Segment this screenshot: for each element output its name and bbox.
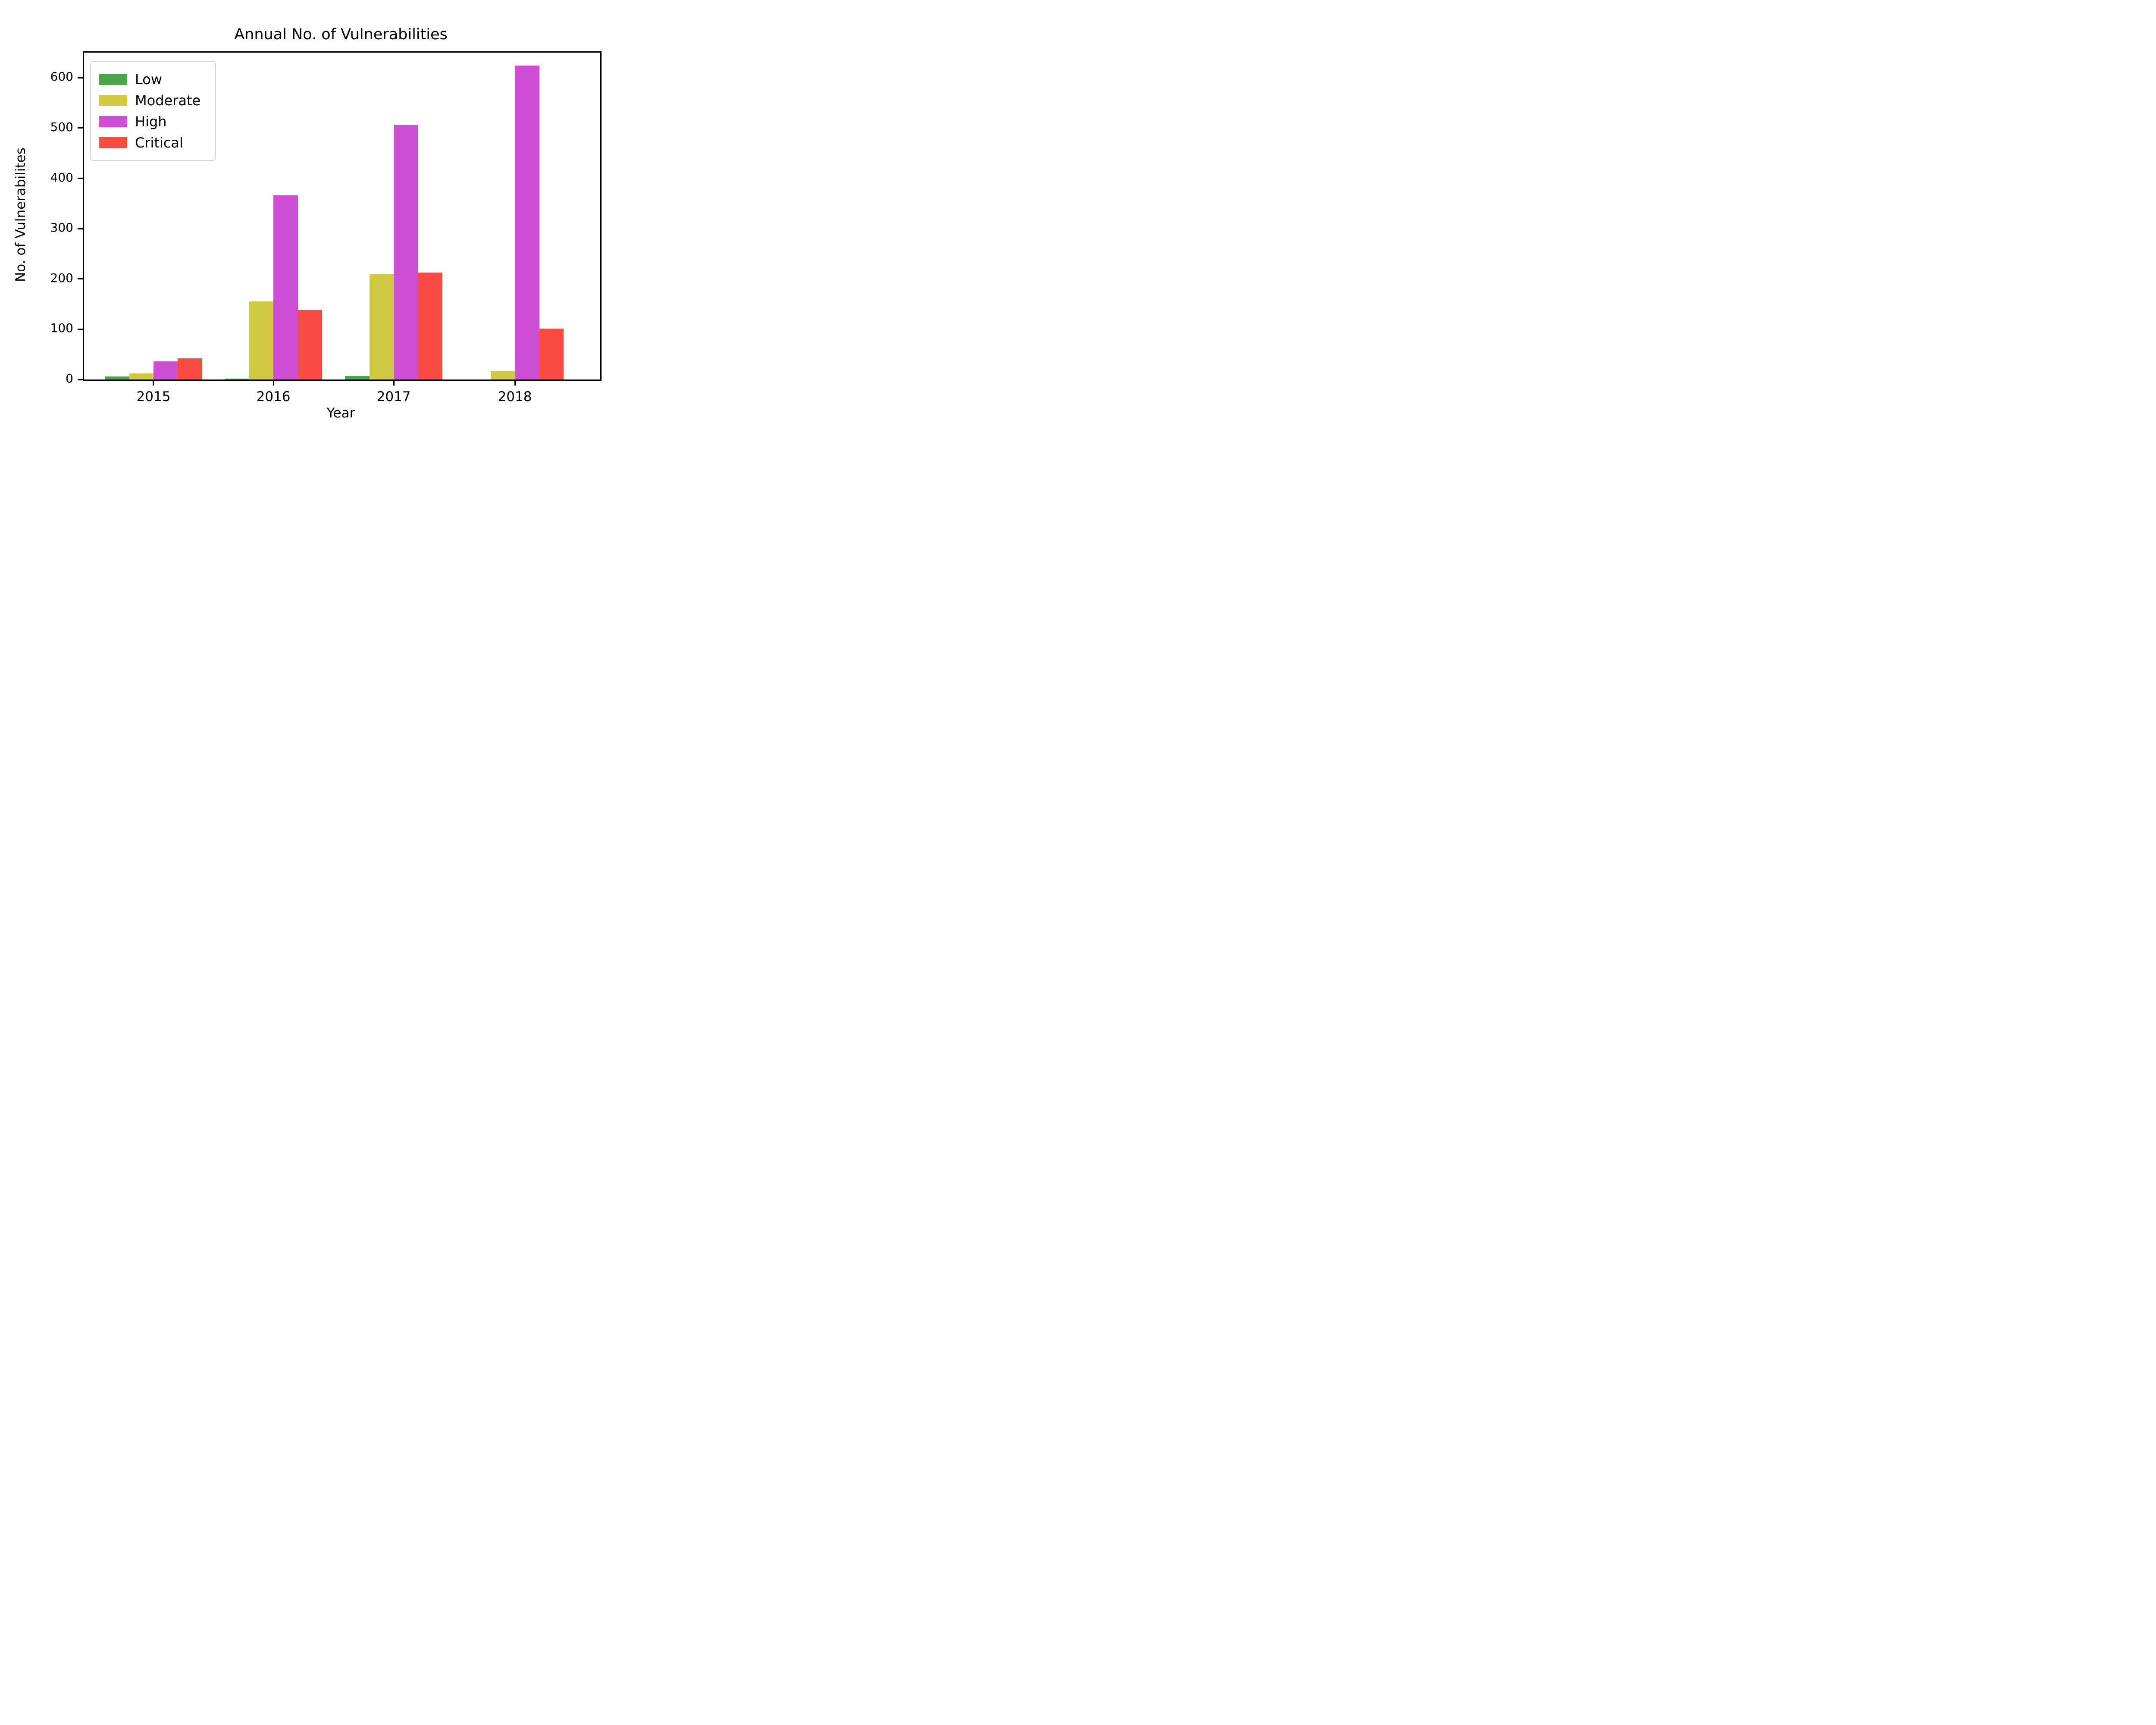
y-tick-label: 200 — [50, 270, 73, 285]
bar-2018-high — [515, 66, 539, 380]
x-tick-mark — [514, 381, 516, 386]
y-tick-mark — [78, 178, 83, 179]
bar-2016-moderate — [249, 301, 274, 380]
legend-item-low: Low — [99, 69, 207, 90]
bar-2017-low — [345, 376, 370, 380]
legend: Low Moderate High Critical — [90, 61, 216, 161]
y-axis-label: No. of Vulnerabilites — [13, 147, 28, 282]
legend-label: Critical — [135, 134, 183, 151]
legend-swatch-icon — [99, 137, 127, 148]
legend-label: Low — [135, 71, 163, 88]
y-tick-label: 500 — [50, 119, 73, 134]
x-tick-label-2018: 2018 — [498, 389, 532, 405]
x-tick-label-2017: 2017 — [376, 389, 411, 405]
legend-swatch-icon — [99, 73, 127, 85]
bar-2017-high — [394, 125, 418, 380]
bar-2016-critical — [298, 310, 323, 380]
y-tick-label: 600 — [50, 69, 73, 84]
legend-item-moderate: Moderate — [99, 90, 207, 111]
bar-2015-critical — [178, 358, 202, 380]
x-tick-mark — [273, 381, 274, 386]
y-axis-label-wrap: No. of Vulnerabilites — [12, 51, 29, 378]
legend-label: High — [135, 113, 167, 130]
bar-2016-low — [225, 378, 249, 380]
y-tick-mark — [78, 77, 83, 78]
y-tick-label: 400 — [50, 170, 73, 185]
legend-label: Moderate — [135, 92, 201, 109]
y-tick-mark — [78, 127, 83, 129]
y-tick-label: 100 — [50, 321, 73, 336]
y-tick-mark — [78, 278, 83, 280]
x-tick-mark — [153, 381, 154, 386]
x-tick-label-2016: 2016 — [256, 389, 291, 405]
bar-2015-moderate — [129, 373, 154, 380]
x-tick-label-2015: 2015 — [136, 389, 171, 405]
x-tick-mark — [393, 381, 395, 386]
y-tick-label: 0 — [66, 371, 73, 386]
bar-2015-low — [104, 376, 129, 380]
y-tick-mark — [78, 228, 83, 229]
bar-2017-moderate — [369, 274, 394, 380]
bar-2018-critical — [539, 329, 564, 380]
y-tick-label: 300 — [50, 220, 73, 235]
bar-2017-critical — [418, 272, 443, 380]
plot-area: Low Moderate High Critical 0 100 200 300 400 500… — [50, 51, 602, 405]
bar-2015-high — [153, 361, 178, 380]
legend-item-high: High — [99, 111, 207, 132]
figure: Annual No. of Vulnerabilities No. of Vul… — [0, 0, 647, 431]
y-tick-mark — [78, 379, 83, 380]
x-axis-label: Year — [326, 405, 355, 421]
legend-swatch-icon — [99, 94, 127, 106]
legend-swatch-icon — [99, 116, 127, 127]
bar-2018-moderate — [490, 371, 515, 380]
y-tick-mark — [78, 328, 83, 330]
legend-item-critical: Critical — [99, 132, 207, 153]
bar-2016-high — [273, 195, 298, 380]
chart-title: Annual No. of Vulnerabilities — [234, 26, 448, 43]
